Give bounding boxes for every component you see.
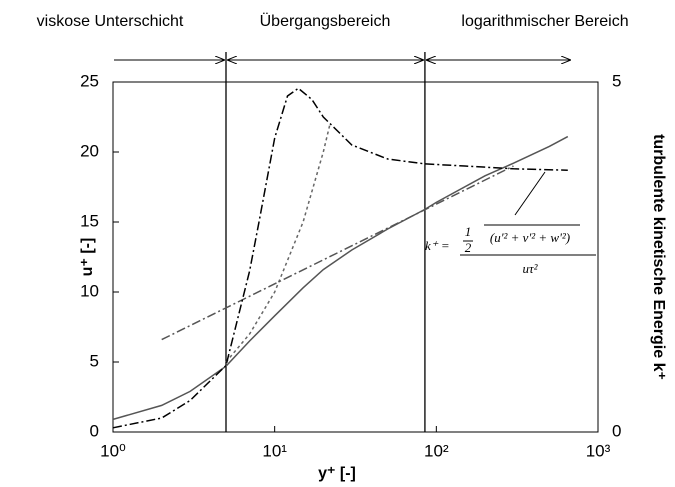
x-tick-label: 10⁰	[100, 441, 126, 460]
y-tick-label: 10	[80, 281, 99, 300]
plot-frame	[112, 81, 599, 433]
series-line	[112, 135, 569, 421]
x-axis-label: y⁺ [-]	[318, 465, 356, 482]
series-line	[161, 165, 514, 341]
y2-tick-label: 0	[612, 421, 621, 440]
y-tick-label: 15	[80, 211, 99, 230]
x-tick-label: 10³	[586, 441, 611, 460]
formula-lhs: k⁺ =	[425, 238, 450, 253]
y-tick-label: 5	[90, 351, 99, 370]
series-line	[225, 123, 331, 363]
region-label: logarithmischer Bereich	[461, 13, 628, 30]
y-axis-label: u⁺ [-]	[79, 238, 96, 277]
region-label: Übergangsbereich	[260, 12, 391, 30]
region-label: viskose Unterschicht	[37, 13, 184, 30]
y2-axis-label: turbulente kinetische Energie k⁺	[650, 134, 667, 380]
x-tick-label: 10²	[424, 441, 449, 460]
formula: k⁺ = 1 2 (u'² + v'² + w'²) uτ²	[425, 224, 596, 276]
y-tick-label: 25	[80, 71, 99, 90]
formula-denominator: uτ²	[522, 261, 538, 276]
formula-numerator: (u'² + v'² + w'²)	[490, 230, 570, 245]
series-line	[112, 87, 568, 429]
formula-half-num: 1	[465, 224, 472, 239]
y-tick-label: 20	[80, 141, 99, 160]
formula-half-den: 2	[465, 240, 472, 255]
leader-line	[514, 171, 546, 216]
x-tick-label: 10¹	[262, 441, 287, 460]
y2-tick-label: 5	[612, 71, 621, 90]
y-tick-label: 0	[90, 421, 99, 440]
